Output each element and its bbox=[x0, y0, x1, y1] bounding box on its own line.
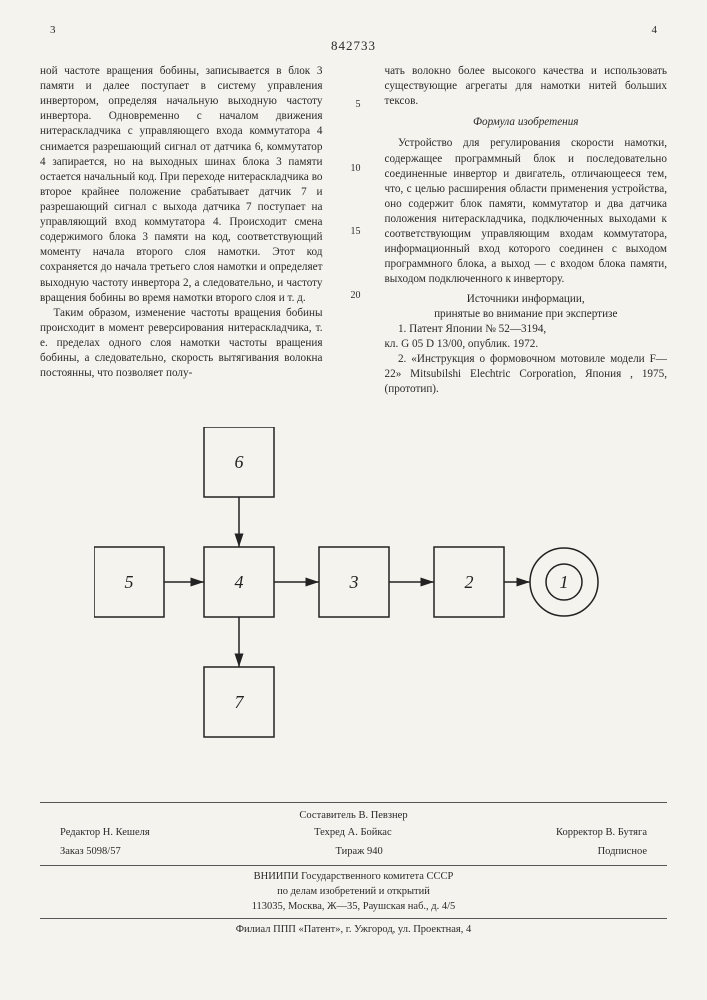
refs-title: Источники информации, bbox=[385, 292, 668, 307]
composer: Составитель В. Певзнер bbox=[40, 809, 667, 824]
org1: ВНИИПИ Государственного комитета СССР bbox=[40, 870, 667, 885]
svg-text:2: 2 bbox=[464, 572, 473, 592]
right-column: чать волокно более высокого качества и и… bbox=[385, 64, 668, 397]
doc-number: 842733 bbox=[40, 38, 667, 54]
sub: Подписное bbox=[598, 845, 647, 860]
refs-sub: принятые во внимание при экспертизе bbox=[385, 307, 668, 322]
org2: по делам изобретений и открытий bbox=[40, 885, 667, 900]
left-p2: Таким образом, изменение частоты вращени… bbox=[40, 306, 323, 382]
tech: Техред А. Бойкас bbox=[314, 826, 392, 841]
block-diagram: 5 6 4 7 3 2 1 bbox=[94, 427, 614, 762]
svg-text:6: 6 bbox=[234, 452, 243, 472]
tirage: Тираж 940 bbox=[335, 845, 382, 860]
right-p1: чать волокно более высокого качества и и… bbox=[385, 64, 668, 109]
svg-text:1: 1 bbox=[559, 572, 568, 592]
ref1a: 1. Патент Японии № 52—3194, bbox=[385, 322, 668, 337]
left-column: ной частоте вращения бобины, записываетс… bbox=[40, 64, 323, 397]
svg-text:3: 3 bbox=[348, 572, 358, 592]
ref2: 2. «Инструкция о формовочном мотовиле мо… bbox=[385, 352, 668, 397]
svg-text:5: 5 bbox=[124, 572, 133, 592]
editor: Редактор Н. Кешеля bbox=[60, 826, 150, 841]
page-left: 3 bbox=[50, 24, 56, 36]
left-p1: ной частоте вращения бобины, записываетс… bbox=[40, 64, 323, 306]
line-numbers: 5 10 15 20 bbox=[347, 64, 361, 397]
right-p2: Устройство для регулирования скорости на… bbox=[385, 136, 668, 287]
page-right: 4 bbox=[652, 24, 658, 36]
footer: Составитель В. Певзнер Редактор Н. Кешел… bbox=[40, 802, 667, 938]
corrector: Корректор В. Бутяга bbox=[556, 826, 647, 841]
formula-title: Формула изобретения bbox=[385, 115, 668, 130]
svg-text:7: 7 bbox=[234, 692, 244, 712]
addr1: 113035, Москва, Ж—35, Раушская наб., д. … bbox=[40, 900, 667, 915]
svg-text:4: 4 bbox=[234, 572, 243, 592]
addr2: Филиал ППП «Патент», г. Ужгород, ул. Про… bbox=[40, 923, 667, 938]
ref1b: кл. G 05 D 13/00, опублик. 1972. bbox=[385, 337, 668, 352]
order: Заказ 5098/57 bbox=[60, 845, 121, 860]
